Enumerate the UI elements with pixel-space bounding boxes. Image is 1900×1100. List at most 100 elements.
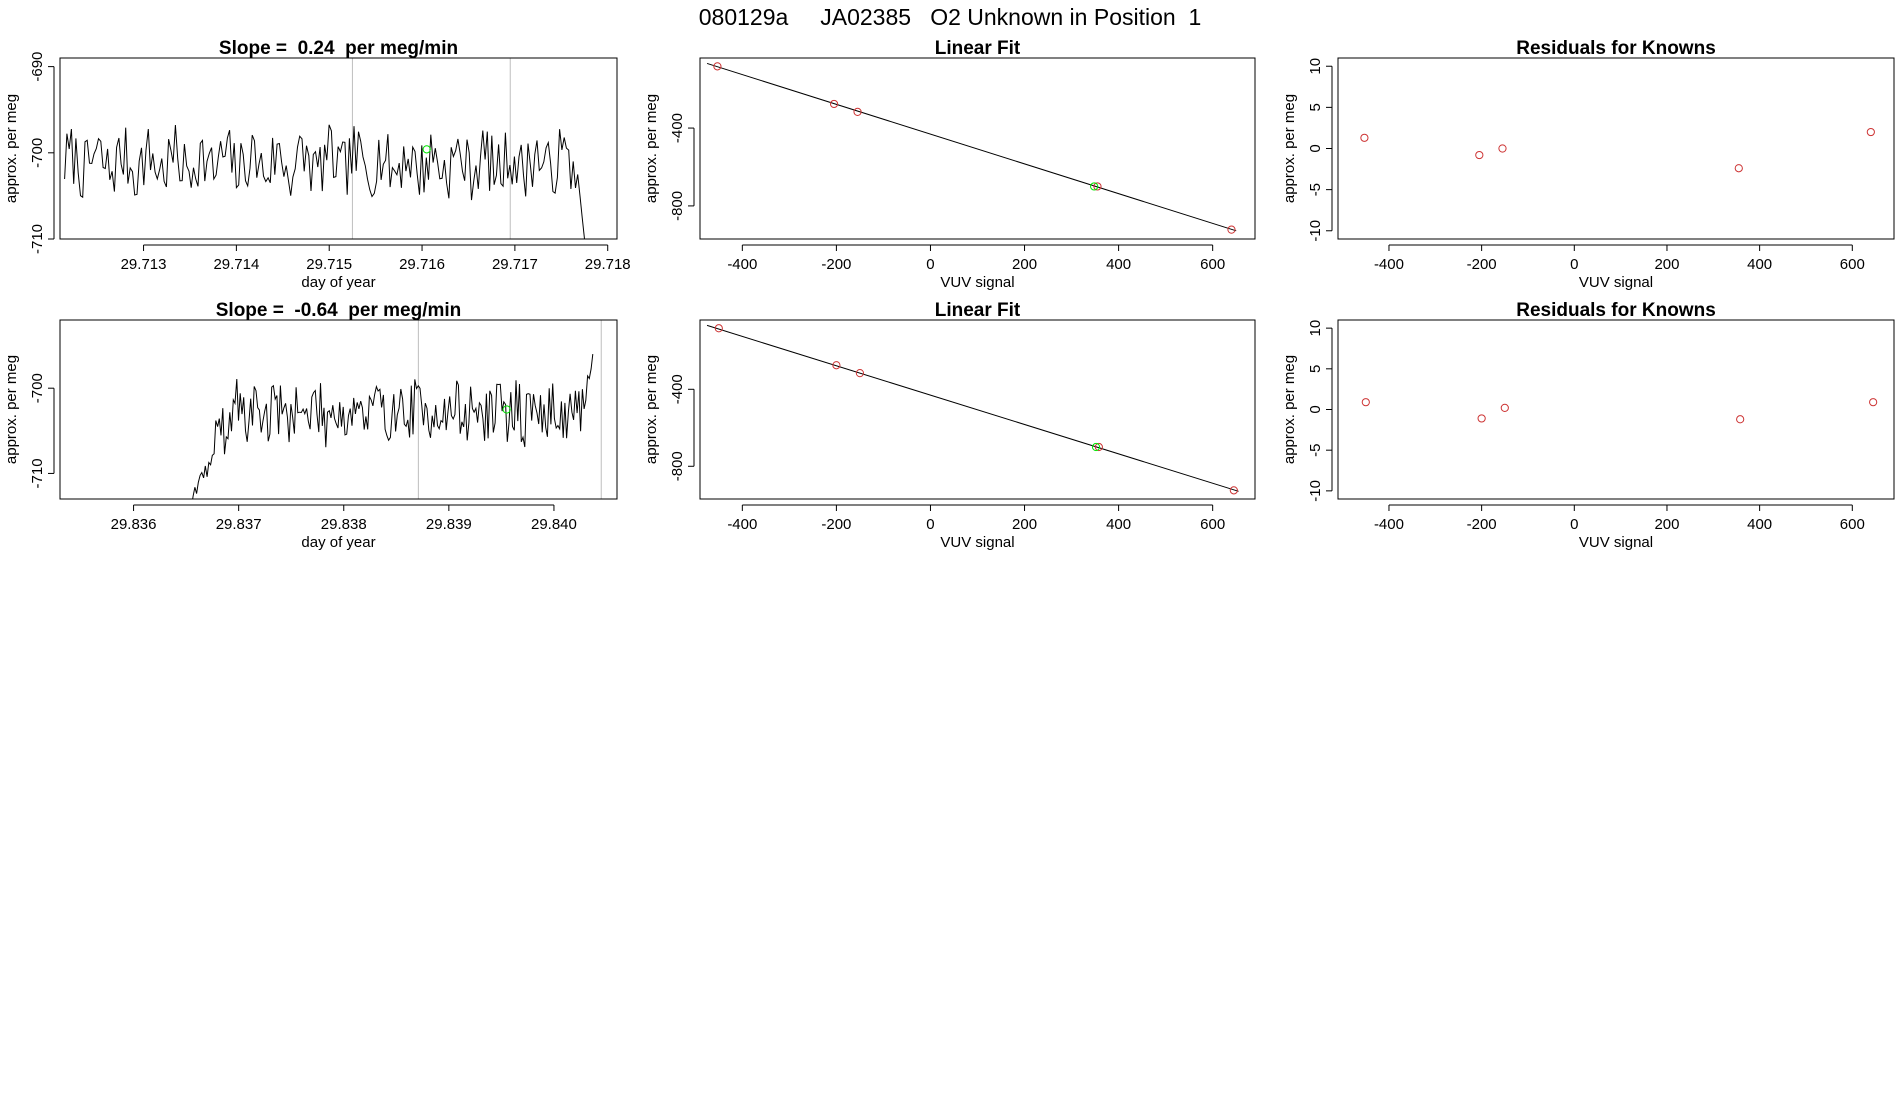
- known-point: [1360, 133, 1369, 142]
- known-point: [1500, 403, 1509, 412]
- y-tick-label: -10: [1307, 480, 1324, 502]
- plot-area: [706, 324, 1239, 495]
- known-point: [1229, 486, 1238, 495]
- y-axis-label: approx. per meg: [1281, 355, 1298, 464]
- unknown-point: [502, 405, 511, 414]
- known-point: [853, 107, 862, 117]
- plot-box: [1337, 57, 1895, 240]
- known-point: [1498, 144, 1507, 153]
- main-title: 080129a JA02385 O2 Unknown in Position 1: [699, 4, 1202, 30]
- y-tick-label: -700: [29, 373, 46, 403]
- x-tick-label: 29.715: [306, 256, 352, 273]
- known-point: [829, 99, 839, 109]
- x-tick-label: 0: [926, 256, 934, 273]
- x-tick-label: 200: [1654, 256, 1679, 273]
- y-tick-label: -700: [29, 138, 46, 168]
- x-axis-label: day of year: [301, 534, 375, 551]
- y-tick-label: -5: [1307, 444, 1324, 457]
- x-tick-label: -200: [821, 516, 851, 533]
- chart-panel-1: Slope = 0.24 per meg/min 29.713 29.714 29.7…: [3, 38, 631, 291]
- x-tick-label: -400: [727, 516, 757, 533]
- known-point: [855, 369, 865, 378]
- x-tick-label: -200: [1467, 256, 1497, 273]
- unknown-point: [1091, 442, 1101, 452]
- x-axis-label: VUV signal: [1579, 534, 1653, 551]
- y-tick-label: 5: [1307, 103, 1324, 111]
- y-tick-label: -710: [29, 224, 46, 254]
- known-point: [1475, 150, 1484, 160]
- x-tick-label: 400: [1106, 256, 1131, 273]
- y-tick-label: -800: [669, 191, 686, 221]
- known-point: [1227, 225, 1236, 234]
- y-axis-label: approx. per meg: [643, 94, 660, 203]
- fit-line: [706, 62, 1237, 232]
- x-axis-label: VUV signal: [1579, 274, 1653, 291]
- x-tick-label: 600: [1200, 516, 1225, 533]
- x-tick-label: 400: [1747, 516, 1772, 533]
- y-tick-label: 0: [1307, 405, 1324, 413]
- x-tick-label: 29.718: [585, 256, 631, 273]
- plot-box: [699, 57, 1256, 240]
- x-tick-label: 29.714: [213, 256, 259, 273]
- y-tick-label: -800: [669, 451, 686, 481]
- plot-box: [699, 319, 1256, 500]
- x-tick-label: 29.840: [531, 516, 577, 533]
- fit-line: [706, 324, 1239, 492]
- x-axis-label: VUV signal: [940, 534, 1014, 551]
- chart-panel-4: Slope = -0.64 per meg/min 29.836 29.837 29.…: [3, 300, 618, 551]
- x-tick-label: 0: [1570, 256, 1578, 273]
- chart-title: Residuals for Knowns: [1516, 38, 1716, 59]
- chart-panel-3: Residuals for Knowns -400 -200 0 200 400 600 VU…: [1281, 38, 1895, 291]
- y-axis-label: approx. per meg: [643, 355, 660, 464]
- plot-area: [64, 58, 585, 239]
- x-axis-label: VUV signal: [940, 274, 1014, 291]
- x-tick-label: 600: [1200, 256, 1225, 273]
- known-point: [1361, 398, 1370, 407]
- known-point: [832, 361, 841, 370]
- chart-title: Slope = 0.24 per meg/min: [219, 38, 458, 59]
- known-point: [1869, 398, 1878, 407]
- known-point: [1094, 442, 1103, 452]
- x-tick-label: 200: [1012, 256, 1037, 273]
- x-tick-label: 200: [1654, 516, 1679, 533]
- y-axis-label: approx. per meg: [1281, 94, 1298, 203]
- y-axis-label: approx. per meg: [3, 94, 20, 203]
- known-point: [714, 324, 723, 333]
- x-tick-label: 29.837: [216, 516, 262, 533]
- known-point: [1736, 415, 1745, 424]
- x-tick-label: 29.839: [426, 516, 472, 533]
- x-tick-label: 29.713: [121, 256, 167, 273]
- x-tick-label: 29.716: [399, 256, 445, 273]
- plot-area: [1361, 398, 1878, 424]
- x-tick-label: -200: [1467, 516, 1497, 533]
- y-tick-label: -710: [29, 458, 46, 488]
- x-tick-label: -400: [727, 256, 757, 273]
- known-point: [713, 62, 722, 71]
- chart-title: Residuals for Knowns: [1516, 300, 1716, 321]
- x-tick-label: 600: [1840, 516, 1865, 533]
- unknown-point: [422, 145, 431, 154]
- x-tick-label: 600: [1840, 256, 1865, 273]
- chart-title: Linear Fit: [935, 38, 1021, 59]
- chart-title: Slope = -0.64 per meg/min: [216, 300, 462, 321]
- x-tick-label: 29.836: [111, 516, 157, 533]
- known-point: [1734, 164, 1743, 173]
- chart-panel-5: Linear Fit -400 -200 0 200 400 600 VUV signal -4…: [643, 300, 1256, 551]
- data-trace: [64, 124, 585, 239]
- x-tick-label: 400: [1747, 256, 1772, 273]
- y-tick-label: -5: [1307, 183, 1324, 196]
- x-tick-label: 29.838: [321, 516, 367, 533]
- y-tick-label: -400: [669, 113, 686, 143]
- y-tick-label: 0: [1307, 144, 1324, 152]
- chart-title: Linear Fit: [935, 300, 1021, 321]
- known-point: [1093, 182, 1102, 191]
- x-tick-label: -200: [821, 256, 851, 273]
- y-tick-label: -400: [669, 374, 686, 404]
- plot-box: [59, 57, 618, 240]
- plot-area: [1360, 127, 1875, 173]
- data-trace: [192, 354, 594, 499]
- y-tick-label: -690: [29, 52, 46, 82]
- chart-panel-6: Residuals for Knowns -400 -200 0 200 400 600 VU…: [1281, 300, 1895, 551]
- plot-box: [1337, 319, 1895, 500]
- known-point: [1866, 127, 1875, 137]
